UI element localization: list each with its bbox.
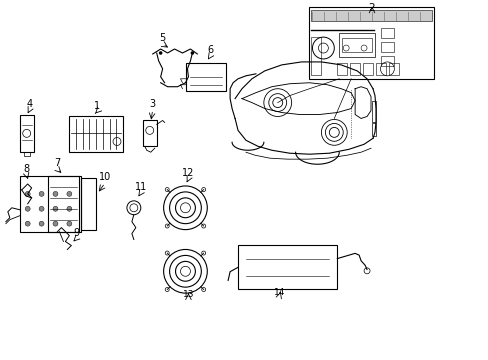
Text: 3: 3 [149,99,156,109]
Text: 5: 5 [159,33,165,43]
Bar [371,100,375,122]
Text: 9: 9 [73,228,79,238]
Circle shape [67,192,72,196]
Bar [375,63,385,75]
Bar [371,123,375,136]
Bar [186,63,225,91]
Bar [238,246,337,289]
Circle shape [39,206,44,211]
Circle shape [25,221,30,226]
Text: 14: 14 [273,288,285,297]
Bar [142,121,156,146]
Circle shape [25,192,30,196]
Text: 2: 2 [368,3,375,13]
Text: 10: 10 [99,172,111,182]
Circle shape [39,221,44,226]
Circle shape [39,192,44,196]
Bar [311,10,431,21]
Bar [311,37,321,75]
Bar [69,117,122,152]
Bar [362,63,372,75]
Text: 4: 4 [26,99,33,109]
Circle shape [53,221,58,226]
Text: 6: 6 [207,45,213,55]
Bar [380,56,393,66]
Bar [309,7,433,79]
Bar [339,33,374,57]
Bar [47,176,79,231]
Bar [20,114,34,152]
Circle shape [53,192,58,196]
Bar [20,176,81,231]
Text: 11: 11 [134,182,146,192]
Bar [349,63,359,75]
Text: 13: 13 [183,290,194,299]
Circle shape [25,206,30,211]
Circle shape [67,221,72,226]
Bar [388,63,398,75]
Bar [380,42,393,52]
Bar [342,38,371,52]
Text: 1: 1 [94,100,100,111]
Circle shape [53,206,58,211]
Bar [81,178,96,230]
Text: 12: 12 [182,168,194,178]
Circle shape [190,51,194,55]
Text: 8: 8 [23,164,30,174]
Text: 7: 7 [54,158,61,168]
Circle shape [159,51,162,55]
Bar [380,28,393,38]
Circle shape [67,206,72,211]
Bar [337,63,346,75]
